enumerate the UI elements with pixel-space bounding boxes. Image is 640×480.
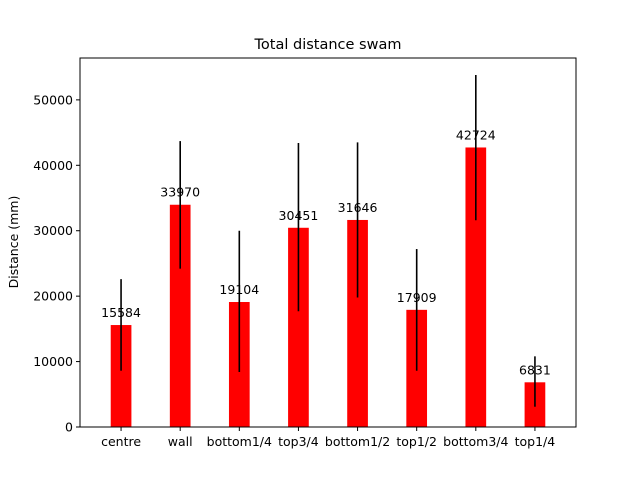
x-tick-label: bottom1/4 (207, 434, 272, 449)
x-tick-label: top3/4 (278, 434, 319, 449)
x-tick-label: wall (168, 434, 193, 449)
y-tick-label: 40000 (33, 158, 73, 173)
chart-title: Total distance swam (254, 37, 402, 53)
bar-group (110, 147, 546, 427)
data-label: 15584 (101, 305, 141, 320)
data-label: 31646 (338, 200, 378, 215)
data-label: 17909 (397, 290, 437, 305)
y-tick-label: 10000 (33, 354, 73, 369)
data-label: 6831 (519, 362, 551, 377)
data-label: 33970 (160, 185, 200, 200)
data-label: 19104 (219, 282, 259, 297)
bar (465, 147, 487, 427)
bar (347, 219, 368, 427)
data-label: 42724 (456, 127, 496, 142)
x-tick-label: bottom1/2 (325, 434, 390, 449)
y-tick-label: 20000 (33, 289, 73, 304)
y-axis: 0 10000 20000 30000 40000 50000 (33, 92, 80, 435)
y-tick-label: 50000 (33, 92, 73, 107)
plot-frame (79, 57, 577, 428)
y-axis-label: Distance (mm) (6, 196, 21, 289)
x-tick-label: bottom3/4 (443, 434, 508, 449)
y-tick-label: 30000 (33, 223, 73, 238)
bar (169, 204, 191, 427)
error-bar-group (120, 75, 536, 407)
y-tick-label: 0 (65, 420, 73, 435)
data-label: 30451 (279, 208, 319, 223)
bar (288, 227, 309, 427)
x-axis: centre wall bottom1/4 top3/4 bottom1/2 top1/2… (101, 427, 555, 449)
data-label-group: 15584 33970 19104 30451 31646 17909 42724 6831 (101, 127, 551, 377)
x-tick-label: top1/4 (515, 434, 556, 449)
bar (110, 325, 132, 427)
x-tick-label: top1/2 (396, 434, 437, 449)
x-tick-label: centre (101, 434, 141, 449)
